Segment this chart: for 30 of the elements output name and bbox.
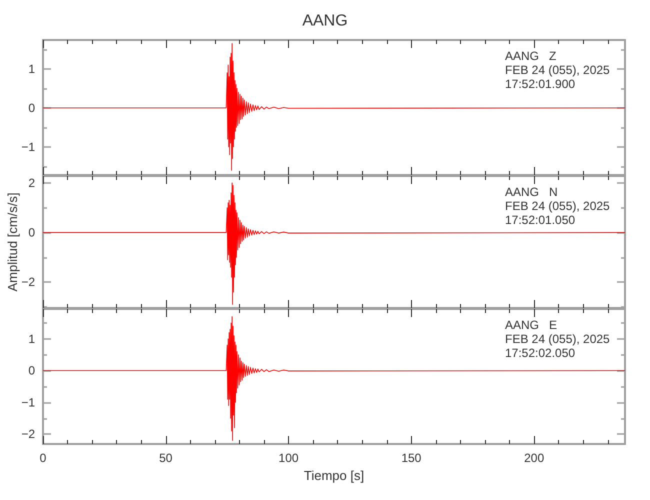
annotation: AANG N xyxy=(505,185,558,199)
x-tick-label: 150 xyxy=(401,451,422,465)
y-tick-label: 0 xyxy=(28,100,36,115)
y-tick-label: −2 xyxy=(21,275,36,290)
annotation: FEB 24 (055), 2025 xyxy=(505,63,610,77)
y-tick-label: −1 xyxy=(21,140,36,154)
annotation: 17:52:02.050 xyxy=(505,346,576,360)
annotation: 17:52:01.050 xyxy=(505,213,576,227)
annotation: FEB 24 (055), 2025 xyxy=(505,332,610,346)
line-series xyxy=(42,182,626,305)
x-tick-label: 0 xyxy=(40,451,47,465)
x-tick-label: 100 xyxy=(278,451,299,465)
x-tick-label: 50 xyxy=(159,451,173,465)
annotation: AANG Z xyxy=(505,49,556,63)
chart-title: AANG xyxy=(302,12,348,30)
y-tick-label: 1 xyxy=(28,332,36,346)
y-tick-label: 2 xyxy=(28,176,36,190)
x-tick-label: 200 xyxy=(524,451,544,465)
annotation: FEB 24 (055), 2025 xyxy=(505,199,610,213)
y-tick-label: −1 xyxy=(21,395,36,410)
y-axis-title: Amplitud [cm/s/s] xyxy=(5,192,20,292)
line-series xyxy=(42,316,626,441)
y-tick-label: −2 xyxy=(21,427,36,442)
line-series xyxy=(42,43,626,171)
annotation: 17:52:01.900 xyxy=(505,77,576,91)
annotation: AANG E xyxy=(505,318,558,332)
y-tick-label: 1 xyxy=(28,62,36,76)
x-axis-title: Tiempo [s] xyxy=(304,468,364,483)
y-tick-label: 0 xyxy=(28,364,36,378)
y-tick-label: 0 xyxy=(28,226,36,240)
